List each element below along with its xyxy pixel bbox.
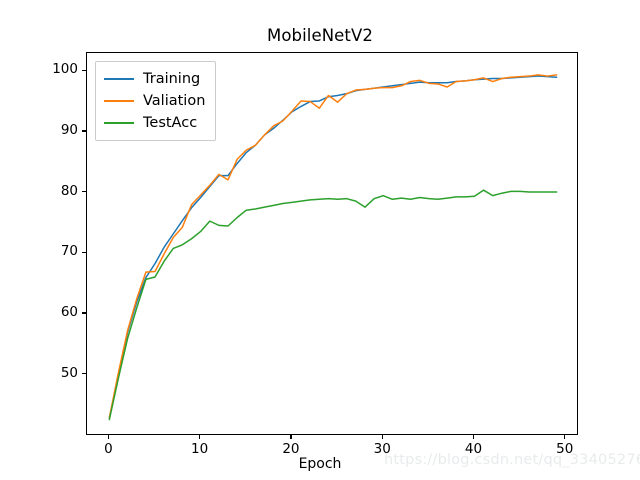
x-tick-label: 10 bbox=[191, 441, 209, 457]
y-tick-mark bbox=[82, 130, 86, 132]
x-tick-mark bbox=[290, 435, 292, 439]
x-tick-mark bbox=[564, 435, 566, 439]
legend-item-valiation: Valiation bbox=[104, 90, 205, 112]
y-tick-label: 90 bbox=[60, 121, 78, 138]
y-tick-label: 50 bbox=[60, 364, 78, 381]
x-tick-mark bbox=[381, 435, 383, 439]
chart-title: MobileNetV2 bbox=[267, 26, 373, 45]
x-tick-label: 50 bbox=[556, 441, 574, 457]
x-tick-label: 40 bbox=[464, 441, 483, 457]
legend-label-valiation: Valiation bbox=[143, 93, 206, 109]
legend-swatch-valiation bbox=[104, 100, 134, 102]
y-tick-mark bbox=[82, 69, 86, 71]
x-tick-label: 30 bbox=[373, 441, 391, 457]
x-tick-mark bbox=[107, 435, 109, 439]
legend-label-training: Training bbox=[143, 71, 201, 87]
legend-label-testacc: TestAcc bbox=[143, 115, 198, 131]
watermark: https://blog.csdn.net/qq_33405276 bbox=[384, 452, 640, 468]
legend-swatch-testacc bbox=[104, 122, 134, 124]
legend-item-testacc: TestAcc bbox=[104, 112, 205, 134]
x-tick-label: 0 bbox=[104, 441, 113, 457]
x-tick-label: 20 bbox=[282, 441, 300, 457]
y-tick-mark bbox=[82, 312, 86, 314]
y-tick-mark bbox=[82, 191, 86, 193]
x-tick-mark bbox=[472, 435, 475, 439]
line-training bbox=[108, 75, 558, 419]
legend: Training Valiation TestAcc bbox=[95, 61, 217, 141]
y-tick-label: 60 bbox=[60, 303, 78, 320]
y-tick-label: 70 bbox=[60, 243, 78, 260]
x-axis-label: Epoch bbox=[298, 456, 342, 472]
y-tick-label: 100 bbox=[52, 61, 78, 78]
y-tick-mark bbox=[82, 251, 86, 253]
x-tick-mark bbox=[199, 435, 201, 439]
line-valiation bbox=[108, 74, 558, 419]
legend-swatch-training bbox=[104, 78, 134, 80]
plot-lines bbox=[108, 74, 558, 421]
plot-area: Training Valiation TestAcc bbox=[86, 52, 578, 435]
line-testacc bbox=[108, 189, 558, 421]
y-tick-mark bbox=[82, 373, 86, 375]
y-tick-label: 80 bbox=[60, 182, 78, 199]
legend-item-training: Training bbox=[104, 68, 205, 90]
